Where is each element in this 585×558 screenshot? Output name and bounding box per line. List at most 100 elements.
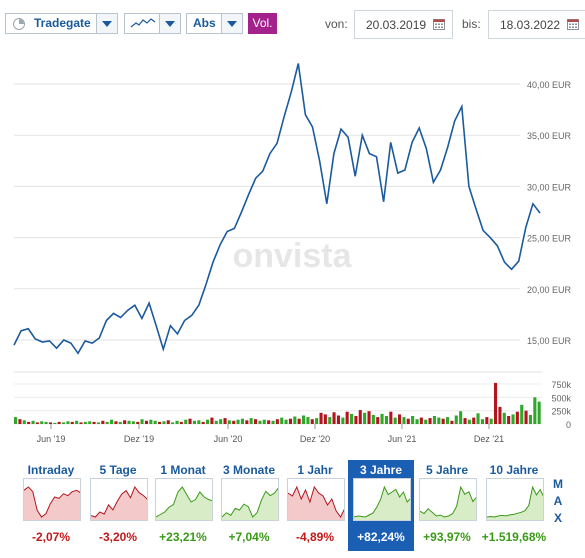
volume-bar	[118, 421, 122, 424]
volume-bar	[66, 421, 70, 424]
volume-bar	[131, 421, 135, 424]
price-line[interactable]	[13, 63, 541, 355]
x-tick-label: Dez '20	[300, 434, 330, 444]
max-period-button[interactable]: M A X	[553, 476, 563, 527]
period-tab-3-monate[interactable]: 3 Monate +7,04%	[216, 460, 282, 551]
volume-bar	[136, 421, 140, 424]
volume-bar	[480, 419, 484, 424]
volume-bar	[96, 422, 100, 424]
volume-bar	[171, 422, 175, 424]
volume-bar	[110, 419, 114, 424]
period-tab-5-tage[interactable]: 5 Tage -3,20%	[85, 460, 151, 551]
period-tab-3-jahre[interactable]: 3 Jahre +82,24%	[348, 460, 414, 551]
volume-bar	[450, 420, 454, 424]
volume-bar	[389, 411, 393, 424]
volume-bar	[275, 419, 279, 424]
from-date-field[interactable]: 20.03.2019	[354, 10, 453, 39]
period-tab-label: 1 Jahr	[297, 463, 333, 477]
period-tab-10-jahre[interactable]: 10 Jahre +1.519,68%	[481, 460, 547, 551]
volume-bar	[105, 421, 109, 424]
period-tab-label: 5 Tage	[99, 463, 137, 477]
scale-dropdown[interactable]: Abs	[186, 13, 243, 34]
volume-bar	[306, 417, 310, 424]
period-tab-label: Intraday	[27, 463, 75, 477]
volume-bar	[323, 414, 327, 424]
calendar-icon[interactable]	[433, 18, 445, 30]
volume-bar	[302, 415, 306, 424]
volume-bar	[288, 418, 292, 424]
volume-bar	[240, 418, 244, 424]
period-sparkline	[287, 478, 345, 521]
exchange-label: Tradegate	[34, 16, 91, 30]
volume-toggle-button[interactable]: Vol.	[248, 13, 277, 34]
volume-tick-label: 500k	[551, 393, 571, 403]
chart-type-dropdown[interactable]	[124, 13, 181, 34]
volume-bar	[485, 417, 489, 424]
volume-bar	[22, 420, 26, 424]
volume-bar	[537, 401, 541, 424]
volume-bar	[393, 417, 397, 424]
period-tab-label: 3 Jahre	[359, 463, 403, 477]
exchange-dropdown[interactable]: Tradegate	[5, 13, 118, 34]
volume-bar	[40, 421, 44, 424]
max-letter: A	[553, 494, 563, 508]
max-letter: X	[553, 511, 562, 525]
period-tab-1-monat[interactable]: 1 Monat +23,21%	[150, 460, 216, 551]
volume-bar	[140, 419, 144, 424]
volume-bar	[184, 419, 188, 424]
volume-bar	[14, 417, 18, 424]
volume-bar	[206, 419, 210, 424]
volume-bar	[175, 420, 179, 424]
price-chart[interactable]: onvista 40,00 EUR 35,00 EUR 30,00 EUR 25,00…	[0, 50, 585, 450]
volume-bar	[280, 417, 284, 424]
chevron-down-icon[interactable]	[96, 14, 117, 33]
sparkline-line	[91, 486, 147, 518]
price-tick-label: 15,00 EUR	[527, 336, 572, 346]
volume-bar	[463, 418, 467, 424]
volume-bar	[197, 420, 201, 424]
period-change-value: -4,89%	[295, 530, 335, 544]
volume-bar	[354, 416, 358, 424]
volume-bar	[35, 422, 39, 424]
volume-bar	[27, 421, 31, 424]
x-tick-label: Dez '21	[474, 434, 504, 444]
volume-bar	[363, 412, 367, 424]
sparkline-line	[222, 487, 278, 518]
volume-bar	[459, 411, 463, 424]
volume-bar	[406, 418, 410, 424]
period-tab-label: 5 Jahre	[425, 463, 469, 477]
price-tick-label: 20,00 EUR	[527, 285, 572, 295]
volume-bar	[472, 417, 476, 424]
clock-icon	[13, 18, 25, 30]
volume-tick-label: 250k	[551, 407, 571, 417]
volume-bar	[350, 413, 354, 424]
volume-bar	[467, 419, 471, 424]
chevron-down-icon[interactable]	[159, 14, 180, 33]
volume-bar	[507, 416, 511, 424]
sparkline-line	[24, 486, 80, 518]
volume-bar	[123, 420, 127, 424]
from-date-value: 20.03.2019	[366, 18, 427, 32]
volume-bar	[297, 418, 301, 424]
volume-bar	[271, 420, 275, 424]
volume-bar	[48, 422, 52, 424]
sparkline-line	[288, 485, 344, 518]
volume-bar	[432, 416, 436, 424]
volume-bar	[341, 417, 345, 424]
price-tick-label: 40,00 EUR	[527, 80, 572, 90]
period-change-value: +1.519,68%	[481, 530, 547, 544]
chevron-down-icon[interactable]	[221, 14, 242, 33]
period-tab-intraday[interactable]: Intraday -2,07%	[18, 460, 84, 551]
calendar-icon[interactable]	[567, 18, 579, 30]
sparkline-area	[288, 487, 344, 520]
period-tab-1-jahr[interactable]: 1 Jahr -4,89%	[282, 460, 348, 551]
volume-bar	[153, 420, 157, 424]
volume-bar	[158, 421, 162, 424]
volume-bar	[88, 421, 92, 424]
period-sparkline	[353, 478, 411, 521]
period-tab-5-jahre[interactable]: 5 Jahre +93,97%	[414, 460, 480, 551]
volume-bar	[328, 417, 332, 424]
to-date-field[interactable]: 18.03.2022	[488, 10, 585, 39]
volume-bar	[18, 419, 22, 424]
volume-bar	[454, 415, 458, 424]
